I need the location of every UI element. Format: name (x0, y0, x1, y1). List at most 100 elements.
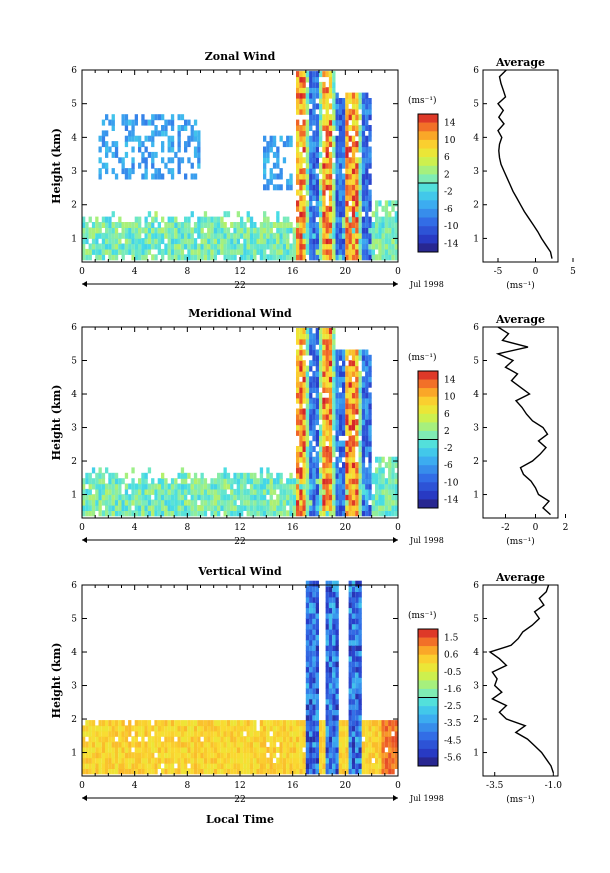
x-tick-label: 4 (132, 781, 138, 791)
colorbar-tick-label: -0.5 (444, 668, 462, 678)
day-span-arrow-left (82, 281, 87, 287)
x-tick-label: 16 (287, 267, 299, 277)
heatmap-field (82, 71, 398, 261)
x-tick-label: 0 (79, 781, 85, 791)
average-y-tick-label: 1 (473, 234, 479, 244)
colorbar-tick-label: -14 (444, 239, 459, 249)
colorbar-segment (418, 388, 438, 397)
day-span-arrow-right (393, 537, 398, 543)
average-frame (482, 69, 559, 263)
colorbar-tick-label: -6 (444, 205, 453, 215)
colorbar-segment (418, 499, 438, 509)
colorbar-unit: (ms⁻¹) (408, 610, 437, 621)
colorbar-segment (418, 740, 438, 750)
y-tick-label: 2 (71, 715, 77, 725)
colorbar-unit: (ms⁻¹) (408, 352, 437, 363)
colorbar-segment (418, 482, 438, 492)
colorbar-segment (418, 757, 438, 767)
colorbar-tick-label: -6 (444, 461, 453, 471)
colorbar-tick-label: 6 (444, 153, 450, 163)
y-tick-label: 1 (71, 749, 77, 759)
colorbar-segment (418, 208, 438, 218)
colorbar-tick-label: 14 (444, 376, 456, 386)
x-tick-label: 0 (395, 267, 401, 277)
average-y-tick-label: 6 (473, 323, 479, 333)
y-axis-label: Height (km) (50, 128, 63, 204)
colorbar-segment (418, 439, 438, 449)
average-y-tick-label: 1 (473, 491, 479, 501)
day-span-arrow-right (393, 795, 398, 801)
colorbar-tick-label: -10 (444, 478, 459, 488)
day-label: 22 (234, 795, 245, 805)
colorbar-tick-label: -2 (444, 444, 453, 454)
average-y-tick-label: 3 (473, 682, 479, 692)
day-span-arrow-left (82, 795, 87, 801)
average-y-tick-label: 6 (473, 581, 479, 591)
average-x-tick-label: 5 (570, 267, 576, 277)
colorbar-segment (418, 165, 438, 175)
x-tick-label: 16 (287, 781, 299, 791)
day-label: 22 (234, 537, 245, 547)
colorbar-segment (418, 671, 438, 681)
colorbar-segment (418, 430, 438, 440)
day-span-arrow-left (82, 537, 87, 543)
colorbar-segment (418, 371, 438, 380)
colorbar-segment (418, 448, 438, 457)
colorbar-tick-label: -3.5 (444, 719, 462, 729)
panel-title: Vertical Wind (197, 565, 282, 578)
average-profile-line (495, 326, 551, 516)
colorbar-tick-label: -14 (444, 495, 459, 505)
x-tick-label: 16 (287, 523, 299, 533)
x-tick-label: 4 (132, 267, 138, 277)
average-y-tick-label: 1 (473, 749, 479, 759)
average-x-tick-label: 0 (533, 267, 539, 277)
colorbar-segment (418, 114, 438, 123)
x-tick-label: 8 (184, 267, 190, 277)
average-y-tick-label: 4 (473, 648, 479, 658)
average-y-tick-label: 4 (473, 133, 479, 143)
colorbar-tick-label: 2 (444, 170, 450, 180)
month-label: Jul 1998 (409, 280, 444, 289)
average-y-tick-label: 2 (473, 715, 479, 725)
y-tick-label: 5 (71, 100, 77, 110)
colorbar-segment (418, 663, 438, 673)
colorbar-segment (418, 122, 438, 132)
heatmap-field (82, 580, 398, 775)
average-frame (482, 584, 559, 777)
average-x-tick-label: -3.5 (486, 781, 504, 791)
colorbar-segment (418, 731, 438, 741)
panel-2 (81, 326, 566, 543)
average-y-tick-label: 3 (473, 424, 479, 434)
y-tick-label: 6 (71, 66, 77, 76)
average-y-tick-label: 3 (473, 167, 479, 177)
colorbar-tick-label: -4.5 (444, 736, 462, 746)
average-y-tick-label: 2 (473, 457, 479, 467)
colorbar-segment (418, 131, 438, 141)
average-y-tick-label: 6 (473, 66, 479, 76)
average-y-tick-label: 2 (473, 201, 479, 211)
x-tick-label: 20 (340, 781, 352, 791)
average-frame (482, 326, 559, 519)
panel-title: Zonal Wind (205, 50, 276, 63)
average-y-tick-label: 5 (473, 615, 479, 625)
y-tick-label: 4 (71, 648, 77, 658)
y-tick-label: 2 (71, 201, 77, 211)
colorbar-segment (418, 234, 438, 244)
colorbar-segment (418, 191, 438, 201)
x-tick-label: 8 (184, 523, 190, 533)
day-label: 22 (234, 281, 245, 291)
colorbar-segment (418, 422, 438, 432)
colorbar-tick-label: -1.6 (444, 685, 462, 695)
colorbar-segment (418, 396, 438, 406)
y-tick-label: 5 (71, 357, 77, 367)
y-tick-label: 6 (71, 323, 77, 333)
x-tick-label: 0 (79, 267, 85, 277)
average-x-tick-label: 2 (563, 523, 569, 533)
colorbar-segment (418, 637, 438, 647)
average-title: Average (495, 571, 545, 584)
colorbar-segment (418, 405, 438, 415)
average-unit-label: (ms⁻¹) (506, 280, 535, 291)
colorbar-segment (418, 413, 438, 423)
average-x-tick-label: -1.0 (545, 781, 563, 791)
